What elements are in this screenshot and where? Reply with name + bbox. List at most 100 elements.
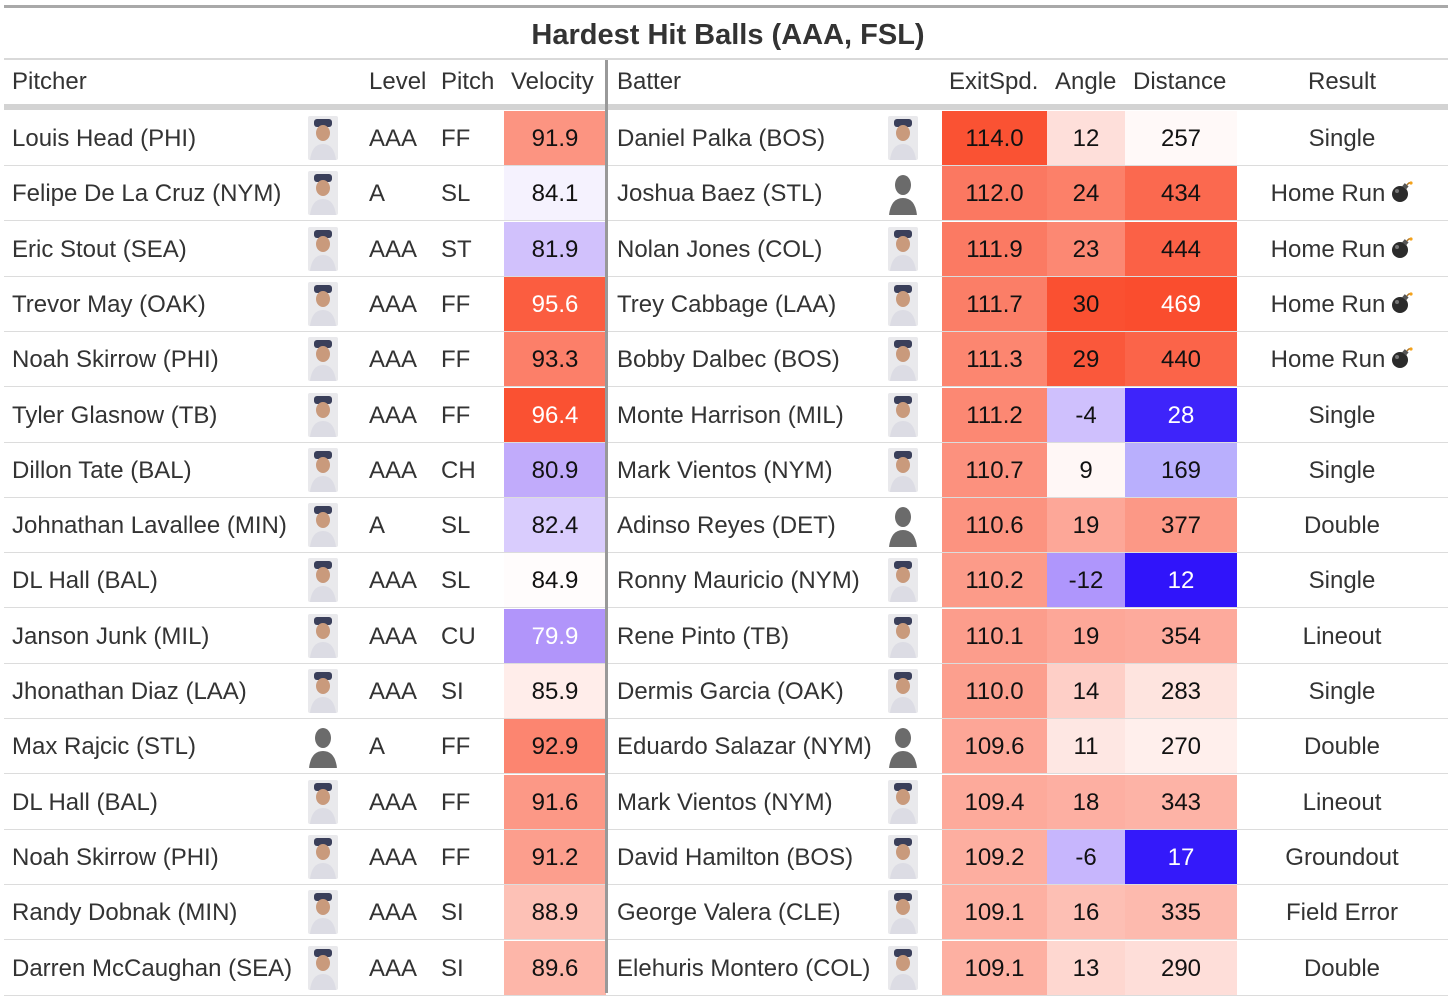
velocity-cell: 80.9 (504, 442, 606, 497)
velocity-cell: 88.9 (504, 885, 606, 940)
velocity-cell: 82.4 (504, 498, 606, 553)
velocity-cell: 79.9 (504, 608, 606, 663)
batter-name: Rene Pinto (TB) (617, 622, 790, 650)
result-cell: Double (1238, 498, 1446, 552)
batter-name: George Valera (CLE) (617, 899, 841, 927)
distance-cell: 469 (1125, 276, 1237, 331)
pitcher-photo (308, 447, 338, 492)
batter-name: Joshua Baez (STL) (617, 180, 823, 208)
table-row: Max Rajcic (STL) A FF 92.9 Eduardo Salazar (… (4, 719, 1448, 775)
level-cell: AAA (369, 456, 418, 484)
pitch-type-cell: CU (441, 622, 476, 650)
batter-photo (888, 281, 918, 326)
result-cell: Single (1238, 553, 1446, 607)
bomb-icon (1392, 292, 1413, 313)
header-angle: Angle (1055, 68, 1117, 95)
header-result: Result (1307, 68, 1377, 95)
result-label: Single (1308, 567, 1376, 595)
velocity-cell: 92.9 (504, 719, 606, 774)
pitcher-photo (308, 834, 338, 879)
result-cell: Home Run (1238, 332, 1446, 386)
distance-cell: 283 (1125, 664, 1237, 718)
table-row: DL Hall (BAL) AAA SL 84.9 Ronny Mauricio (NY… (4, 553, 1448, 609)
header-velocity: Velocity (511, 68, 594, 95)
exit-speed-cell: 109.1 (942, 940, 1047, 995)
pitcher-name: Johnathan Lavallee (MIN) (12, 512, 287, 540)
result-label: Home Run (1270, 235, 1386, 263)
level-cell: AAA (369, 290, 418, 318)
pitch-type-cell: SL (441, 512, 471, 540)
velocity-cell: 85.9 (504, 664, 606, 718)
velocity-cell: 91.2 (504, 829, 606, 884)
pitch-type-cell: SL (441, 180, 471, 208)
result-label: Lineout (1302, 788, 1382, 816)
pitch-type-cell: ST (441, 235, 472, 263)
level-cell: AAA (369, 235, 418, 263)
exit-speed-cell: 109.2 (942, 829, 1047, 884)
distance-cell: 434 (1125, 166, 1237, 221)
pitcher-photo (308, 724, 338, 769)
angle-cell: 30 (1047, 276, 1125, 331)
bomb-icon (1392, 236, 1413, 258)
result-label: Double (1303, 512, 1381, 540)
batter-photo (888, 613, 918, 658)
exit-speed-cell: 110.0 (942, 664, 1047, 718)
angle-cell: 29 (1047, 332, 1125, 387)
distance-cell: 335 (1125, 885, 1237, 940)
level-cell: AAA (369, 788, 418, 816)
batter-photo (888, 779, 918, 824)
pitch-type-cell: FF (441, 290, 471, 318)
velocity-cell: 91.6 (504, 774, 606, 829)
table-row: Eric Stout (SEA) AAA ST 81.9 Nolan Jones (CO… (4, 221, 1448, 277)
table-row: Johnathan Lavallee (MIN) A SL 82.4 Adinso Re… (4, 498, 1448, 554)
angle-cell: 16 (1047, 885, 1125, 940)
batter-name: Elehuris Montero (COL) (617, 954, 871, 982)
distance-cell: 343 (1125, 774, 1237, 829)
result-label: Single (1308, 125, 1376, 152)
batter-name: Trey Cabbage (LAA) (617, 290, 837, 318)
pitch-type-cell: CH (441, 456, 476, 484)
bomb-icon (1392, 181, 1413, 203)
batter-name: David Hamilton (BOS) (617, 843, 854, 871)
result-cell: Single (1238, 111, 1446, 165)
result-cell: Home Run (1238, 277, 1446, 331)
velocity-cell: 91.9 (504, 111, 606, 165)
header-exitspd: ExitSpd. (949, 68, 1039, 95)
pitch-type-cell: SI (441, 899, 464, 927)
result-cell: Lineout (1238, 609, 1446, 663)
level-cell: AAA (369, 346, 418, 374)
distance-cell: 169 (1125, 442, 1237, 497)
level-cell: A (369, 180, 386, 208)
pitch-type-cell: FF (441, 346, 471, 374)
pitcher-photo (308, 116, 338, 160)
batter-name: Monte Harrison (MIL) (617, 401, 844, 429)
angle-cell: -12 (1047, 553, 1125, 608)
result-cell: Home Run (1238, 222, 1446, 276)
batter-photo (888, 116, 918, 160)
result-cell: Single (1238, 443, 1446, 497)
level-cell: AAA (369, 567, 418, 595)
distance-cell: 257 (1125, 111, 1237, 165)
level-cell: AAA (369, 401, 418, 429)
pitcher-name: Noah Skirrow (PHI) (12, 346, 219, 374)
level-cell: AAA (369, 899, 418, 927)
exit-speed-cell: 109.4 (942, 774, 1047, 829)
pitcher-name: Eric Stout (SEA) (12, 235, 187, 263)
angle-cell: 23 (1047, 221, 1125, 276)
pitcher-name: Max Rajcic (STL) (12, 733, 197, 761)
header-level: Level (369, 68, 427, 95)
result-cell: Double (1238, 941, 1446, 995)
batter-photo (888, 503, 918, 548)
exit-speed-cell: 110.1 (942, 608, 1047, 663)
result-label: Home Run (1270, 290, 1386, 318)
batter-photo (888, 669, 918, 713)
result-cell: Single (1238, 664, 1446, 718)
exit-speed-cell: 114.0 (942, 111, 1047, 165)
exit-speed-cell: 111.9 (942, 221, 1047, 276)
level-cell: AAA (369, 843, 418, 871)
table-title: Hardest Hit Balls (AAA, FSL) (531, 19, 925, 51)
pitch-type-cell: FF (441, 733, 471, 761)
pitch-type-cell: FF (441, 788, 471, 816)
table-row: Louis Head (PHI) AAA FF 91.9 Daniel Palka (B… (4, 111, 1448, 166)
exit-speed-cell: 110.6 (942, 498, 1047, 553)
